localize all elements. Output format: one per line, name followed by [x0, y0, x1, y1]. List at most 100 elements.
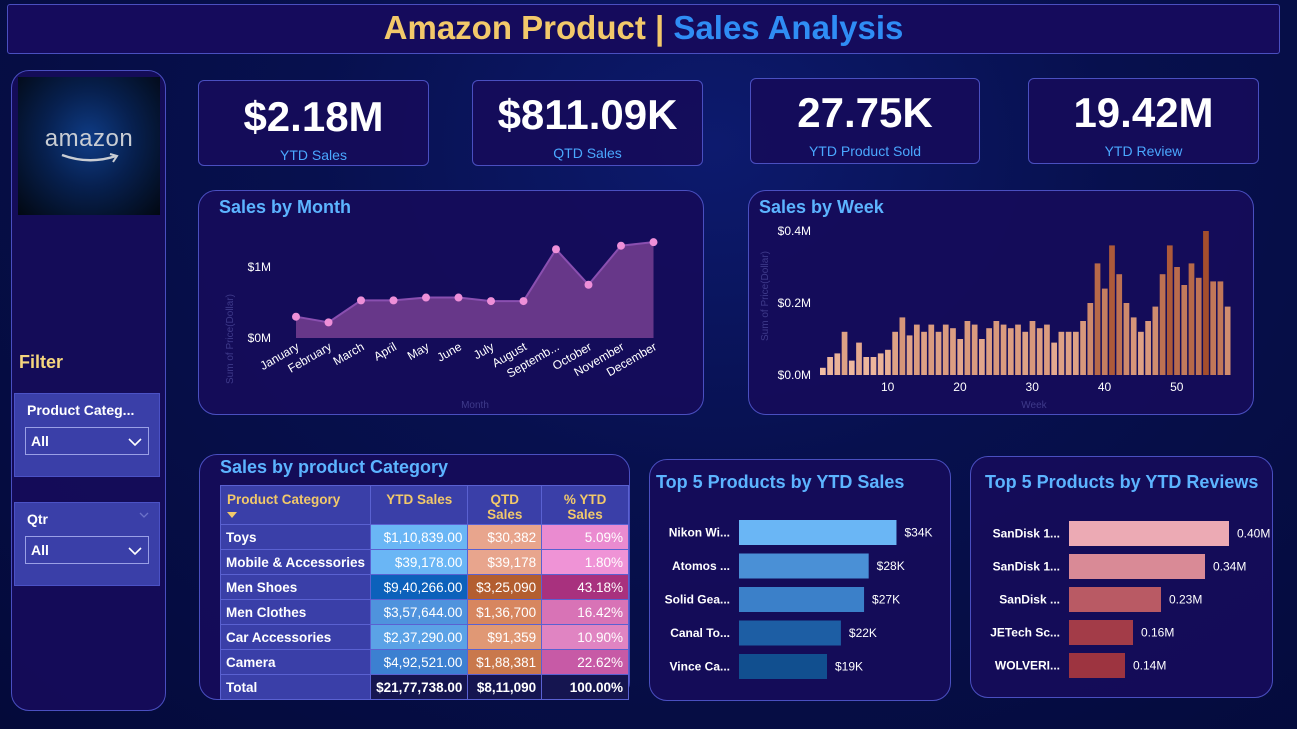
week-bar[interactable]: [1000, 324, 1007, 375]
data-point[interactable]: [357, 296, 365, 305]
product-bar[interactable]: [739, 520, 897, 545]
product-bar[interactable]: [1069, 653, 1125, 678]
data-point[interactable]: [454, 293, 463, 302]
week-bar[interactable]: [964, 321, 971, 375]
week-bar[interactable]: [856, 342, 862, 375]
week-bar[interactable]: [1051, 342, 1058, 375]
week-bar[interactable]: [1224, 306, 1231, 375]
table-row[interactable]: Men Clothes $3,57,644.00 $1,36,700 16.42%: [219, 599, 629, 625]
week-bar[interactable]: [928, 324, 935, 375]
product-bar[interactable]: [739, 587, 865, 612]
week-bar[interactable]: [1181, 285, 1188, 375]
product-bar[interactable]: [1069, 554, 1205, 579]
category-label: SanDisk ...: [999, 593, 1060, 607]
week-bar[interactable]: [820, 367, 826, 375]
week-bar[interactable]: [1094, 263, 1101, 375]
product-bar[interactable]: [1069, 587, 1161, 612]
week-bar[interactable]: [841, 331, 848, 375]
product-bar[interactable]: [1069, 521, 1229, 546]
week-bar[interactable]: [1166, 245, 1173, 375]
week-bar[interactable]: [1145, 321, 1151, 375]
product-bar[interactable]: [739, 553, 869, 579]
data-point[interactable]: [519, 297, 528, 306]
data-point[interactable]: [422, 293, 430, 302]
category-label: Nikon Wi...: [669, 526, 730, 540]
column-header-pct-ytd-sales[interactable]: % YTD Sales: [541, 485, 629, 525]
week-bar[interactable]: [1210, 281, 1217, 375]
data-point[interactable]: [389, 296, 398, 305]
product-bar[interactable]: [739, 654, 827, 679]
week-bar[interactable]: [870, 357, 877, 375]
table-row[interactable]: Car Accessories $2,37,290.00 $91,359 10.90%: [219, 624, 629, 650]
week-bar[interactable]: [971, 324, 978, 375]
sales-by-week-chart: Sum of Price(Dollar) Week $0.0M $0.2M $0.4…: [760, 224, 1231, 411]
week-bar[interactable]: [1044, 324, 1050, 375]
data-point[interactable]: [292, 312, 300, 321]
data-point[interactable]: [552, 245, 560, 254]
week-bar[interactable]: [1058, 331, 1065, 375]
week-bar[interactable]: [892, 331, 899, 375]
week-bar[interactable]: [1203, 231, 1209, 375]
week-bar[interactable]: [921, 331, 927, 375]
week-bar[interactable]: [1080, 321, 1086, 375]
week-bar[interactable]: [942, 324, 949, 375]
column-header-product-category[interactable]: Product Category: [219, 485, 372, 525]
week-bar[interactable]: [1123, 303, 1130, 375]
table-row[interactable]: Toys $1,10,839.00 $30,382 5.09%: [219, 524, 629, 550]
week-bar[interactable]: [906, 335, 913, 375]
data-point[interactable]: [584, 280, 593, 289]
week-bar[interactable]: [1130, 317, 1137, 375]
week-bar[interactable]: [1109, 245, 1115, 375]
week-bar[interactable]: [1188, 263, 1195, 375]
top5-sales-panel: Top 5 Products by YTD Sales Nikon Wi... $…: [649, 459, 951, 701]
data-point[interactable]: [324, 318, 333, 327]
week-bar[interactable]: [1195, 277, 1202, 375]
collapse-chevron-icon[interactable]: [139, 510, 149, 522]
week-bar[interactable]: [1217, 281, 1224, 375]
column-header-ytd-sales[interactable]: YTD Sales: [370, 485, 469, 525]
week-bar[interactable]: [993, 321, 1000, 375]
table-row[interactable]: Mobile & Accessories $39,178.00 $39,178 1.8…: [219, 549, 629, 575]
product-category-dropdown[interactable]: All: [25, 427, 149, 455]
week-bar[interactable]: [1159, 274, 1166, 375]
week-bar[interactable]: [1022, 331, 1029, 375]
week-bar[interactable]: [863, 357, 870, 375]
week-bar[interactable]: [950, 328, 956, 375]
kpi-label: YTD Sales: [280, 147, 347, 163]
week-bar[interactable]: [1072, 331, 1079, 375]
product-bar[interactable]: [1069, 620, 1133, 645]
data-point[interactable]: [487, 297, 495, 306]
week-bar[interactable]: [1036, 328, 1043, 375]
week-bar[interactable]: [1138, 331, 1144, 375]
week-bar[interactable]: [1174, 267, 1180, 375]
week-bar[interactable]: [913, 324, 920, 375]
week-bar[interactable]: [877, 353, 884, 375]
data-point[interactable]: [617, 241, 625, 250]
week-bar[interactable]: [1015, 324, 1021, 375]
week-bar[interactable]: [848, 360, 855, 375]
week-bar[interactable]: [1101, 288, 1108, 375]
week-bar[interactable]: [899, 317, 906, 375]
week-bar[interactable]: [1007, 328, 1014, 375]
week-bar[interactable]: [1065, 331, 1072, 375]
week-bar[interactable]: [827, 357, 833, 375]
week-bar[interactable]: [1152, 306, 1159, 375]
data-point[interactable]: [649, 238, 658, 247]
total-ytd-sales: $21,77,738.00: [370, 674, 469, 700]
column-header-qtd-sales[interactable]: QTD Sales: [467, 485, 543, 525]
week-bar[interactable]: [957, 339, 964, 375]
table-row[interactable]: Men Shoes $9,40,266.00 $3,25,090 43.18%: [219, 574, 629, 600]
week-bar[interactable]: [935, 331, 942, 375]
week-bar[interactable]: [1087, 303, 1094, 375]
qtr-dropdown[interactable]: All: [25, 536, 149, 564]
table-row[interactable]: Camera $4,92,521.00 $1,88,381 22.62%: [219, 649, 629, 675]
value-label: 0.23M: [1169, 593, 1202, 607]
week-bar[interactable]: [979, 339, 985, 375]
week-bar[interactable]: [885, 349, 891, 375]
week-bar[interactable]: [986, 328, 992, 375]
week-bar[interactable]: [1116, 274, 1123, 375]
week-bar[interactable]: [1029, 321, 1036, 375]
week-bar[interactable]: [834, 353, 841, 375]
product-bar[interactable]: [739, 620, 841, 646]
kpi-label: YTD Review: [1104, 143, 1183, 159]
